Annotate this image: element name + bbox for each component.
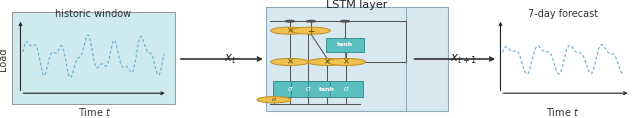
Text: 7-day forecast: 7-day forecast [528, 9, 598, 19]
FancyBboxPatch shape [291, 81, 324, 97]
FancyBboxPatch shape [308, 81, 346, 97]
Text: $\sigma$: $\sigma$ [271, 96, 277, 103]
Text: $\times$: $\times$ [342, 57, 350, 67]
Text: $\times$: $\times$ [286, 26, 294, 35]
Text: $\sigma$: $\sigma$ [287, 85, 293, 93]
Circle shape [285, 20, 294, 22]
FancyBboxPatch shape [326, 38, 364, 52]
Text: $\times$: $\times$ [286, 57, 294, 67]
Text: tanh: tanh [319, 87, 335, 92]
Circle shape [327, 58, 365, 65]
Text: historic window: historic window [55, 9, 131, 19]
Text: $x_{t+1}$: $x_{t+1}$ [451, 52, 477, 66]
FancyBboxPatch shape [266, 7, 448, 111]
Text: Time $t$: Time $t$ [78, 105, 111, 118]
Circle shape [271, 27, 309, 34]
Circle shape [257, 97, 291, 103]
Text: $\sigma$: $\sigma$ [305, 85, 311, 93]
Circle shape [340, 20, 349, 22]
Text: Load: Load [0, 47, 8, 71]
Text: Time $t$: Time $t$ [547, 105, 580, 118]
Circle shape [308, 58, 346, 65]
Circle shape [292, 27, 330, 34]
Circle shape [271, 58, 309, 65]
Text: $\times$: $\times$ [323, 57, 331, 67]
Text: tanh: tanh [337, 42, 353, 47]
Text: $+$: $+$ [307, 26, 316, 36]
FancyBboxPatch shape [12, 12, 175, 104]
FancyBboxPatch shape [273, 81, 307, 97]
FancyBboxPatch shape [330, 81, 363, 97]
Text: $\sigma$: $\sigma$ [343, 85, 349, 93]
Text: LSTM layer: LSTM layer [326, 0, 388, 10]
Text: $x_t$: $x_t$ [224, 52, 237, 66]
Circle shape [307, 20, 316, 22]
